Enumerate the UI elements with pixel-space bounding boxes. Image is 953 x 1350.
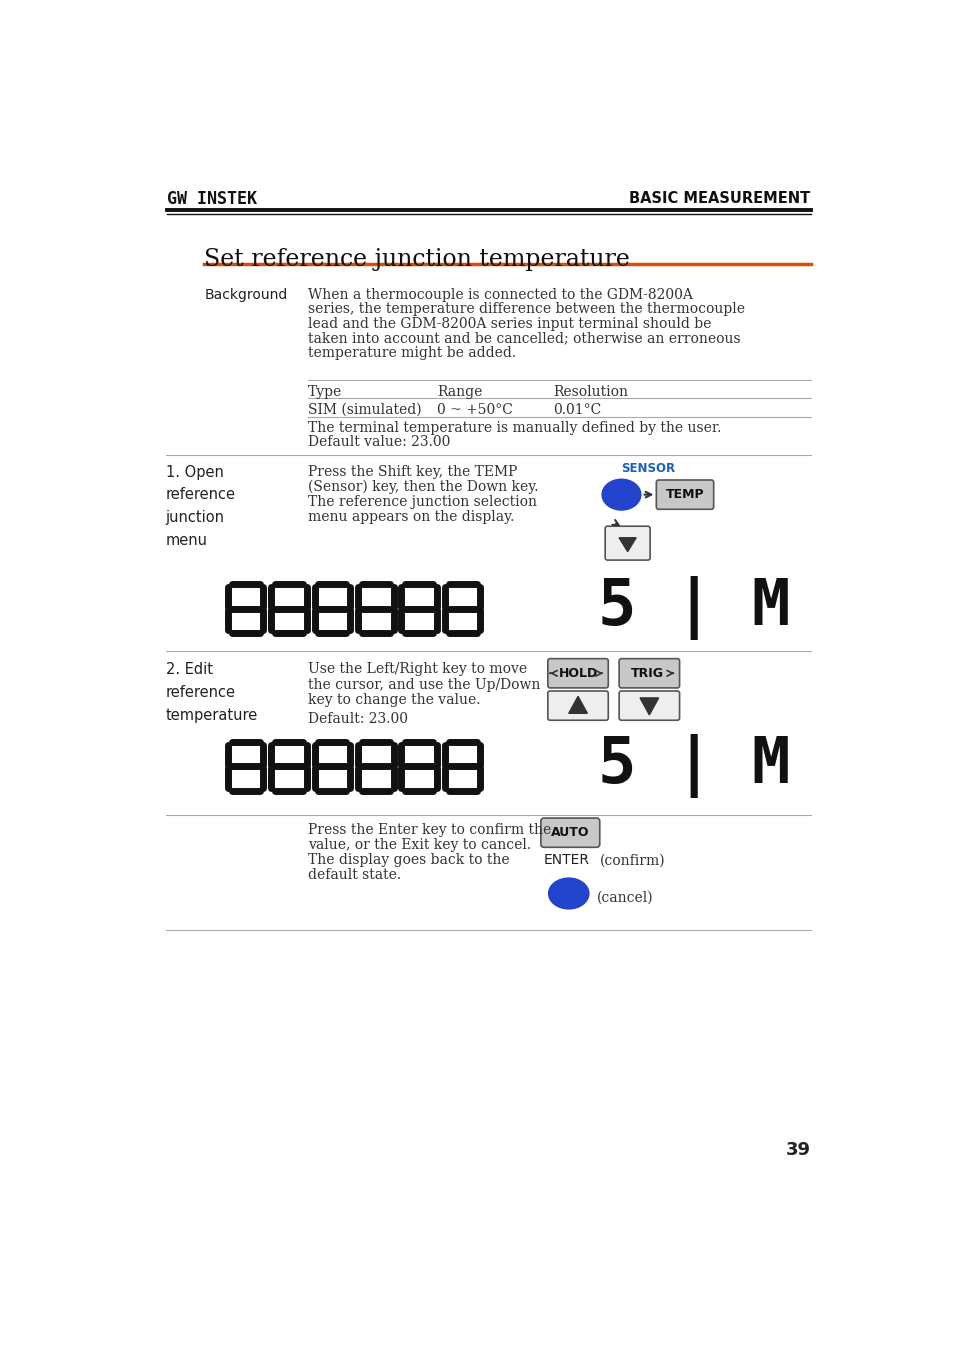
Ellipse shape	[548, 878, 588, 909]
Text: key to change the value.: key to change the value.	[308, 693, 480, 706]
Text: Use the Left/Right key to move: Use the Left/Right key to move	[308, 663, 527, 676]
Text: AUTO: AUTO	[551, 826, 589, 840]
Text: Press the Enter key to confirm the: Press the Enter key to confirm the	[308, 822, 551, 837]
Polygon shape	[639, 698, 658, 716]
Text: 2. Edit
reference
temperature: 2. Edit reference temperature	[166, 663, 257, 724]
Text: 5 | M: 5 | M	[598, 576, 790, 640]
Text: When a thermocouple is connected to the GDM-8200A: When a thermocouple is connected to the …	[308, 288, 693, 301]
Text: temperature might be added.: temperature might be added.	[308, 346, 516, 360]
Text: 1. Open
reference
junction
menu: 1. Open reference junction menu	[166, 464, 235, 548]
Text: Resolution: Resolution	[553, 385, 628, 398]
Text: Default: 23.00: Default: 23.00	[308, 711, 408, 726]
Text: Range: Range	[436, 385, 482, 398]
Text: TRIG: TRIG	[631, 667, 663, 680]
Text: menu appears on the display.: menu appears on the display.	[308, 510, 515, 524]
Text: SIM (simulated): SIM (simulated)	[308, 404, 421, 417]
FancyBboxPatch shape	[618, 659, 679, 688]
Polygon shape	[618, 537, 636, 552]
Text: TEMP: TEMP	[665, 489, 703, 501]
Text: (Sensor) key, then the Down key.: (Sensor) key, then the Down key.	[308, 479, 538, 494]
Text: HOLD: HOLD	[558, 667, 597, 680]
Text: ENTER: ENTER	[543, 853, 589, 868]
Text: taken into account and be cancelled; otherwise an erroneous: taken into account and be cancelled; oth…	[308, 331, 740, 346]
Text: Type: Type	[308, 385, 342, 398]
Text: The reference junction selection: The reference junction selection	[308, 494, 537, 509]
Text: 0.01°C: 0.01°C	[553, 404, 601, 417]
Text: 5 | M: 5 | M	[598, 734, 790, 798]
Text: Press the Shift key, the TEMP: Press the Shift key, the TEMP	[308, 464, 517, 479]
Text: series, the temperature difference between the thermocouple: series, the temperature difference betwe…	[308, 302, 744, 316]
Text: (confirm): (confirm)	[599, 853, 664, 868]
FancyBboxPatch shape	[656, 481, 713, 509]
FancyBboxPatch shape	[547, 659, 608, 688]
Text: Default value: 23.00: Default value: 23.00	[308, 435, 450, 448]
Text: 39: 39	[784, 1141, 810, 1160]
Ellipse shape	[601, 479, 640, 510]
Text: default state.: default state.	[308, 868, 401, 882]
Text: Background: Background	[204, 288, 288, 301]
Text: Set reference junction temperature: Set reference junction temperature	[204, 248, 630, 271]
Text: value, or the Exit key to cancel.: value, or the Exit key to cancel.	[308, 837, 531, 852]
Text: SENSOR: SENSOR	[620, 462, 675, 475]
FancyBboxPatch shape	[618, 691, 679, 721]
FancyBboxPatch shape	[547, 691, 608, 721]
Text: 0 ~ +50°C: 0 ~ +50°C	[436, 404, 513, 417]
Text: lead and the GDM-8200A series input terminal should be: lead and the GDM-8200A series input term…	[308, 317, 711, 331]
Text: The terminal temperature is manually defined by the user.: The terminal temperature is manually def…	[308, 421, 721, 436]
FancyBboxPatch shape	[604, 526, 649, 560]
Text: the cursor, and use the Up/Down: the cursor, and use the Up/Down	[308, 678, 540, 691]
Polygon shape	[568, 697, 587, 713]
FancyBboxPatch shape	[540, 818, 599, 848]
Text: GW INSTEK: GW INSTEK	[167, 190, 257, 208]
Text: (cancel): (cancel)	[596, 891, 653, 904]
Text: BASIC MEASUREMENT: BASIC MEASUREMENT	[629, 192, 810, 207]
Text: The display goes back to the: The display goes back to the	[308, 853, 510, 867]
